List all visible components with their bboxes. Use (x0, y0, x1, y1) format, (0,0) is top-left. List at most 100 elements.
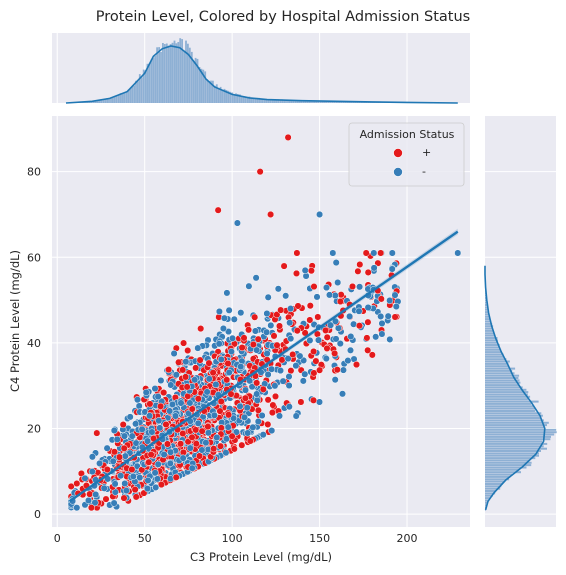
marginal-x-bar (140, 77, 143, 103)
marginal-x-bar (235, 93, 237, 103)
point-negative (370, 249, 378, 257)
point-negative (285, 373, 293, 381)
point-negative (225, 368, 233, 377)
point-positive (210, 445, 218, 453)
point-negative (378, 330, 386, 338)
point-positive (179, 366, 187, 374)
point-negative (148, 428, 156, 436)
marginal-y-bar (485, 471, 521, 474)
marginal-y-bar (485, 459, 530, 462)
outlier-point (284, 133, 292, 141)
point-positive (293, 249, 301, 257)
marginal-x-bar (125, 92, 128, 103)
marginal-x-bar (285, 99, 287, 103)
marginal-x-bar (283, 99, 285, 103)
marginal-y-bar (485, 341, 498, 344)
marginal-x-bar (102, 99, 105, 103)
point-positive (348, 282, 357, 291)
marginal-x-bar (227, 90, 230, 103)
point-negative (356, 283, 364, 291)
marginal-x-bar (310, 100, 312, 103)
x-tick-label: 100 (222, 532, 243, 545)
legend-title: Admission Status (360, 128, 455, 141)
point-positive (254, 406, 262, 414)
marginal-y-bar (485, 421, 549, 424)
marginal-x-bar (215, 84, 218, 103)
marginal-y-bar (485, 329, 494, 332)
point-negative (301, 370, 309, 378)
point-negative (204, 429, 212, 437)
marginal-x-bar (256, 97, 259, 103)
point-negative (228, 334, 237, 342)
point-negative (355, 307, 363, 315)
marginal-x-bar (240, 96, 243, 103)
marginal-x-bar (267, 99, 270, 103)
x-tick-label: 50 (138, 532, 152, 545)
marginal-y-kde-line (484, 265, 546, 511)
marginal-x-bar (112, 97, 114, 103)
marginal-x-bar (204, 71, 207, 103)
point-positive (230, 445, 238, 453)
point-negative (203, 388, 211, 396)
point-positive (323, 344, 331, 352)
point-negative (254, 417, 262, 426)
marginal-x-bar (229, 91, 232, 103)
marginal-x-bar (271, 99, 274, 103)
marginal-y-bar (485, 417, 541, 419)
point-negative (96, 459, 104, 467)
marginal-y-bar (485, 315, 490, 318)
marginal-x-bar (331, 101, 334, 103)
point-positive (240, 334, 248, 342)
marginal-y-bar (485, 351, 502, 354)
point-positive (310, 283, 318, 291)
point-positive (238, 344, 246, 352)
point-positive (160, 389, 168, 397)
marginal-x-bar (206, 79, 209, 103)
point-negative (237, 309, 245, 317)
point-negative (103, 444, 111, 452)
point-negative (223, 289, 231, 297)
marginal-x-bar (237, 94, 239, 103)
marginal-x-bar (308, 100, 310, 103)
point-negative (194, 419, 202, 427)
point-positive (310, 369, 318, 377)
point-positive (391, 313, 399, 321)
point-negative (210, 411, 218, 419)
marginal-y-bar (485, 440, 543, 443)
marginal-y-bar (485, 405, 534, 408)
point-negative (252, 274, 260, 282)
point-negative (155, 417, 163, 425)
point-negative (84, 496, 93, 505)
point-negative (249, 423, 257, 431)
marginal-y-bar (485, 355, 504, 358)
marginal-x-bar (202, 69, 205, 103)
point-negative (244, 429, 252, 437)
point-positive (307, 267, 315, 275)
point-negative (194, 344, 202, 352)
legend-marker-positive (393, 148, 403, 158)
point-positive (103, 465, 111, 474)
point-negative (331, 376, 339, 384)
marginal-x-bar (129, 88, 132, 103)
marginal-y-bar (485, 483, 503, 485)
point-positive (194, 395, 202, 403)
point-negative (251, 327, 259, 335)
legend-label-negative: - (422, 165, 426, 178)
regression-line (68, 230, 459, 503)
marginal-y-bar (485, 499, 490, 502)
marginal-x-bar (110, 98, 112, 103)
marginal-x-bar (317, 100, 320, 103)
marginal-y-bar (485, 374, 520, 377)
point-positive (196, 356, 204, 364)
point-negative (128, 432, 136, 440)
point-negative (232, 428, 240, 436)
point-positive (277, 306, 285, 314)
point-negative (292, 362, 300, 370)
point-negative (314, 336, 323, 344)
point-positive (259, 385, 267, 393)
outlier-point (233, 219, 241, 227)
point-negative (120, 432, 129, 440)
marginal-x-bar (104, 99, 107, 103)
point-positive (115, 453, 124, 461)
marginal-x-bar (225, 90, 228, 103)
